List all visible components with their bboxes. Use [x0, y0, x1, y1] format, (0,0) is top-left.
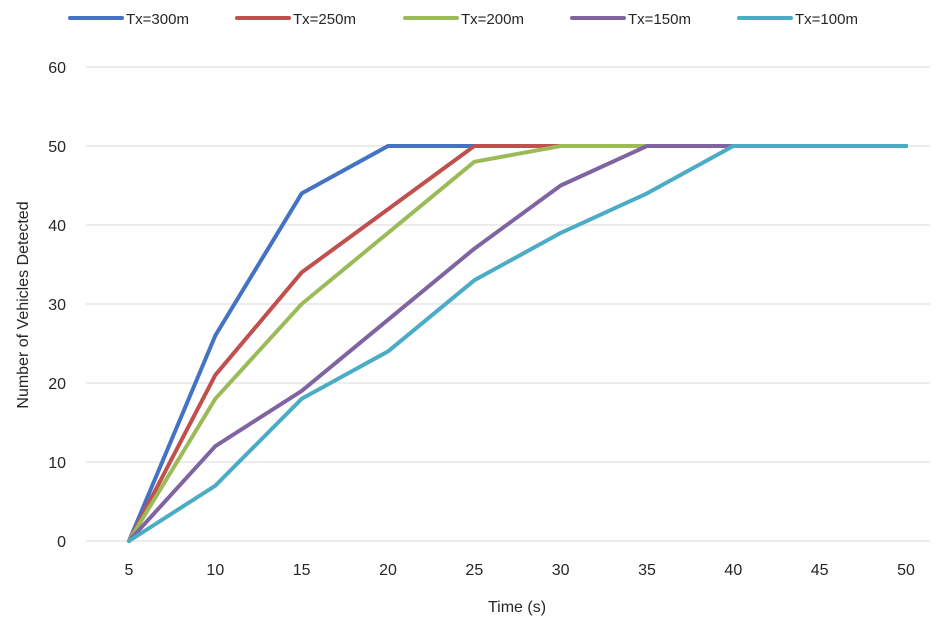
- legend-item-tx-200m: Tx=200m: [403, 11, 524, 28]
- legend-label: Tx=250m: [293, 11, 356, 28]
- legend-item-tx-300m: Tx=300m: [68, 11, 189, 28]
- legend-label: Tx=200m: [461, 11, 524, 28]
- y-axis-ticks: 0 10 20 30 40 50 60: [48, 60, 66, 551]
- legend-item-tx-250m: Tx=250m: [235, 11, 356, 28]
- gridlines: [86, 66, 930, 542]
- y-tick-label: 20: [48, 376, 66, 393]
- legend: Tx=300m Tx=250m Tx=200m Tx=150m Tx=100m: [68, 11, 858, 28]
- y-tick-label: 50: [48, 139, 66, 156]
- legend-label: Tx=300m: [126, 11, 189, 28]
- y-tick-label: 10: [48, 455, 66, 472]
- x-tick-label: 40: [724, 562, 742, 579]
- x-tick-label: 15: [293, 562, 311, 579]
- series-line-tx-200m: [127, 144, 908, 543]
- x-tick-label: 10: [206, 562, 224, 579]
- y-tick-label: 60: [48, 60, 66, 77]
- y-tick-label: 30: [48, 297, 66, 314]
- legend-item-tx-100m: Tx=100m: [737, 11, 858, 28]
- legend-item-tx-150m: Tx=150m: [570, 11, 691, 28]
- x-tick-label: 35: [638, 562, 656, 579]
- legend-label: Tx=100m: [795, 11, 858, 28]
- x-tick-label: 30: [552, 562, 570, 579]
- x-axis-ticks: 5 10 15 20 25 30 35 40 45 50: [125, 562, 915, 579]
- x-axis-title: Time (s): [488, 599, 546, 616]
- x-tick-label: 50: [897, 562, 915, 579]
- y-tick-label: 40: [48, 218, 66, 235]
- series-line-tx-100m: [127, 144, 908, 543]
- legend-label: Tx=150m: [628, 11, 691, 28]
- series-line-tx-250m: [127, 144, 908, 543]
- y-tick-label: 0: [57, 534, 66, 551]
- x-tick-label: 20: [379, 562, 397, 579]
- x-tick-label: 45: [811, 562, 829, 579]
- series-line-tx-150m: [127, 144, 908, 543]
- series-lines: [127, 144, 908, 543]
- y-axis-title: Number of Vehicles Detected: [15, 201, 32, 408]
- x-tick-label: 5: [125, 562, 134, 579]
- series-line-tx-300m: [127, 144, 908, 543]
- x-tick-label: 25: [465, 562, 483, 579]
